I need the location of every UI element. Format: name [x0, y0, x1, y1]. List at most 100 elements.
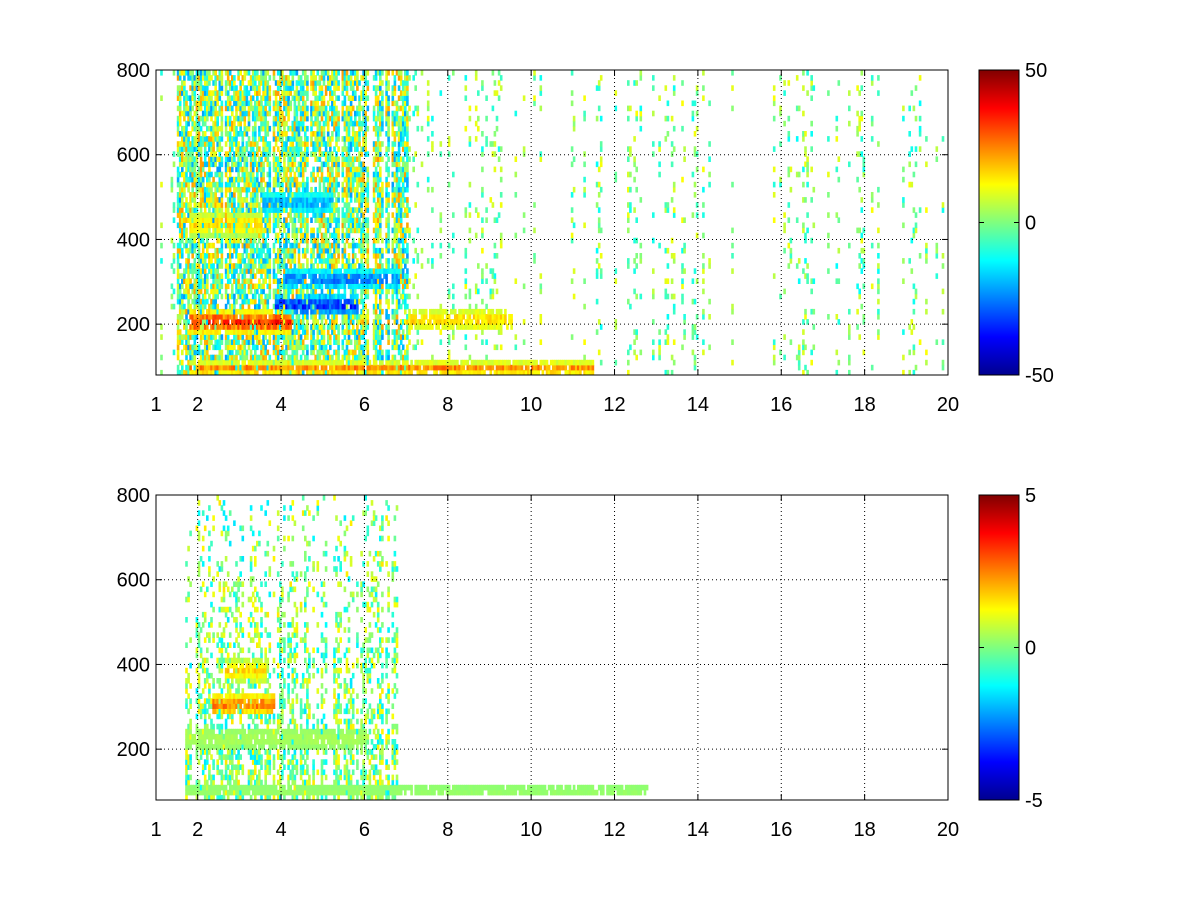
heatmap-cell [404, 166, 407, 173]
heatmap-cell [320, 314, 324, 320]
heatmap-cell [333, 293, 336, 300]
heatmap-cell [333, 263, 336, 269]
heatmap-cell [203, 319, 207, 325]
heatmap-cell [299, 171, 303, 178]
heatmap-cell [224, 242, 228, 249]
heatmap-cell [274, 319, 278, 325]
heatmap-cell [374, 303, 378, 310]
heatmap-cell [297, 303, 301, 310]
heatmap-cell [379, 75, 382, 81]
heatmap-cell [183, 125, 186, 132]
heatmap-cell [226, 136, 230, 142]
heatmap-cell [218, 273, 222, 279]
heatmap-cell [333, 227, 336, 234]
heatmap-cell [264, 156, 267, 162]
heatmap-cell [214, 268, 217, 274]
heatmap-cell [176, 146, 180, 152]
heatmap-cell [195, 298, 199, 305]
heatmap-cell [299, 217, 303, 223]
heatmap-cell [285, 181, 288, 188]
heatmap-cell [370, 283, 374, 290]
heatmap-cell [233, 80, 236, 86]
heatmap-cell [262, 369, 265, 375]
heatmap-cell [193, 171, 197, 178]
heatmap-cell [283, 237, 286, 244]
heatmap-cell [399, 156, 403, 162]
heatmap-cell [358, 263, 361, 269]
heatmap-cell [176, 120, 180, 127]
heatmap-cell [249, 75, 253, 81]
heatmap-cell [395, 319, 399, 325]
heatmap-cell [385, 100, 388, 107]
heatmap-cell [387, 136, 390, 142]
heatmap-cell [183, 242, 186, 249]
heatmap-cell [247, 344, 251, 351]
heatmap-cell [349, 197, 353, 203]
heatmap-cell [343, 303, 347, 310]
heatmap-cell [224, 166, 228, 173]
heatmap-cell [306, 156, 309, 162]
heatmap-cell [395, 192, 399, 198]
heatmap-cell [295, 237, 299, 244]
heatmap-cell [293, 90, 297, 96]
heatmap-cell [254, 232, 257, 239]
heatmap-cell [374, 90, 378, 96]
heatmap-cell [247, 263, 251, 269]
heatmap-cell [191, 141, 194, 147]
heatmap-cell [360, 273, 363, 279]
heatmap-cell [226, 263, 230, 269]
heatmap-cell [258, 125, 261, 132]
heatmap-cell [360, 176, 363, 183]
heatmap-cell [360, 344, 363, 351]
heatmap-cell [266, 359, 270, 366]
heatmap-cell [208, 334, 211, 340]
heatmap-cell [326, 217, 330, 223]
heatmap-cell [245, 314, 249, 320]
heatmap-cell [304, 100, 307, 107]
heatmap-cell [247, 151, 251, 157]
heatmap-cell [258, 131, 261, 137]
heatmap-cell [237, 146, 240, 152]
heatmap-cell [295, 136, 299, 142]
heatmap-cell [233, 308, 236, 315]
heatmap-cell [201, 319, 205, 325]
heatmap-cell [310, 247, 313, 254]
heatmap-cell [345, 207, 349, 213]
heatmap-cell [214, 359, 217, 366]
heatmap-cell [258, 308, 261, 315]
heatmap-cell [374, 181, 378, 188]
heatmap-cell [251, 131, 255, 137]
heatmap-cell [395, 237, 399, 244]
heatmap-cell [243, 298, 247, 305]
heatmap-cell [160, 334, 163, 340]
heatmap-cell [228, 125, 232, 132]
heatmap-cell [247, 136, 251, 142]
heatmap-cell [324, 364, 328, 371]
heatmap-cell [187, 176, 190, 183]
heatmap-cell [295, 70, 299, 76]
heatmap-cell [291, 359, 295, 366]
heatmap-cell [381, 197, 384, 203]
heatmap-cell [374, 232, 378, 239]
heatmap-cell [339, 283, 342, 290]
heatmap-cell [320, 136, 324, 142]
heatmap-cell [379, 247, 382, 254]
heatmap-cell [203, 339, 207, 345]
heatmap-cell [362, 192, 365, 198]
heatmap-cell [281, 166, 284, 173]
heatmap-cell [183, 212, 186, 218]
heatmap-cell [224, 100, 228, 107]
heatmap-cell [404, 95, 407, 101]
heatmap-cell [187, 308, 190, 315]
heatmap-cell [343, 222, 347, 229]
heatmap-cell [201, 247, 205, 254]
heatmap-cell [276, 136, 280, 142]
heatmap-cell [268, 85, 272, 91]
heatmap-cell [326, 247, 330, 254]
heatmap-cell [362, 334, 365, 340]
heatmap-cell [220, 319, 224, 325]
heatmap-cell [322, 151, 326, 157]
heatmap-cell [293, 278, 297, 284]
heatmap-cell [351, 131, 355, 137]
heatmap-cell [356, 110, 359, 117]
